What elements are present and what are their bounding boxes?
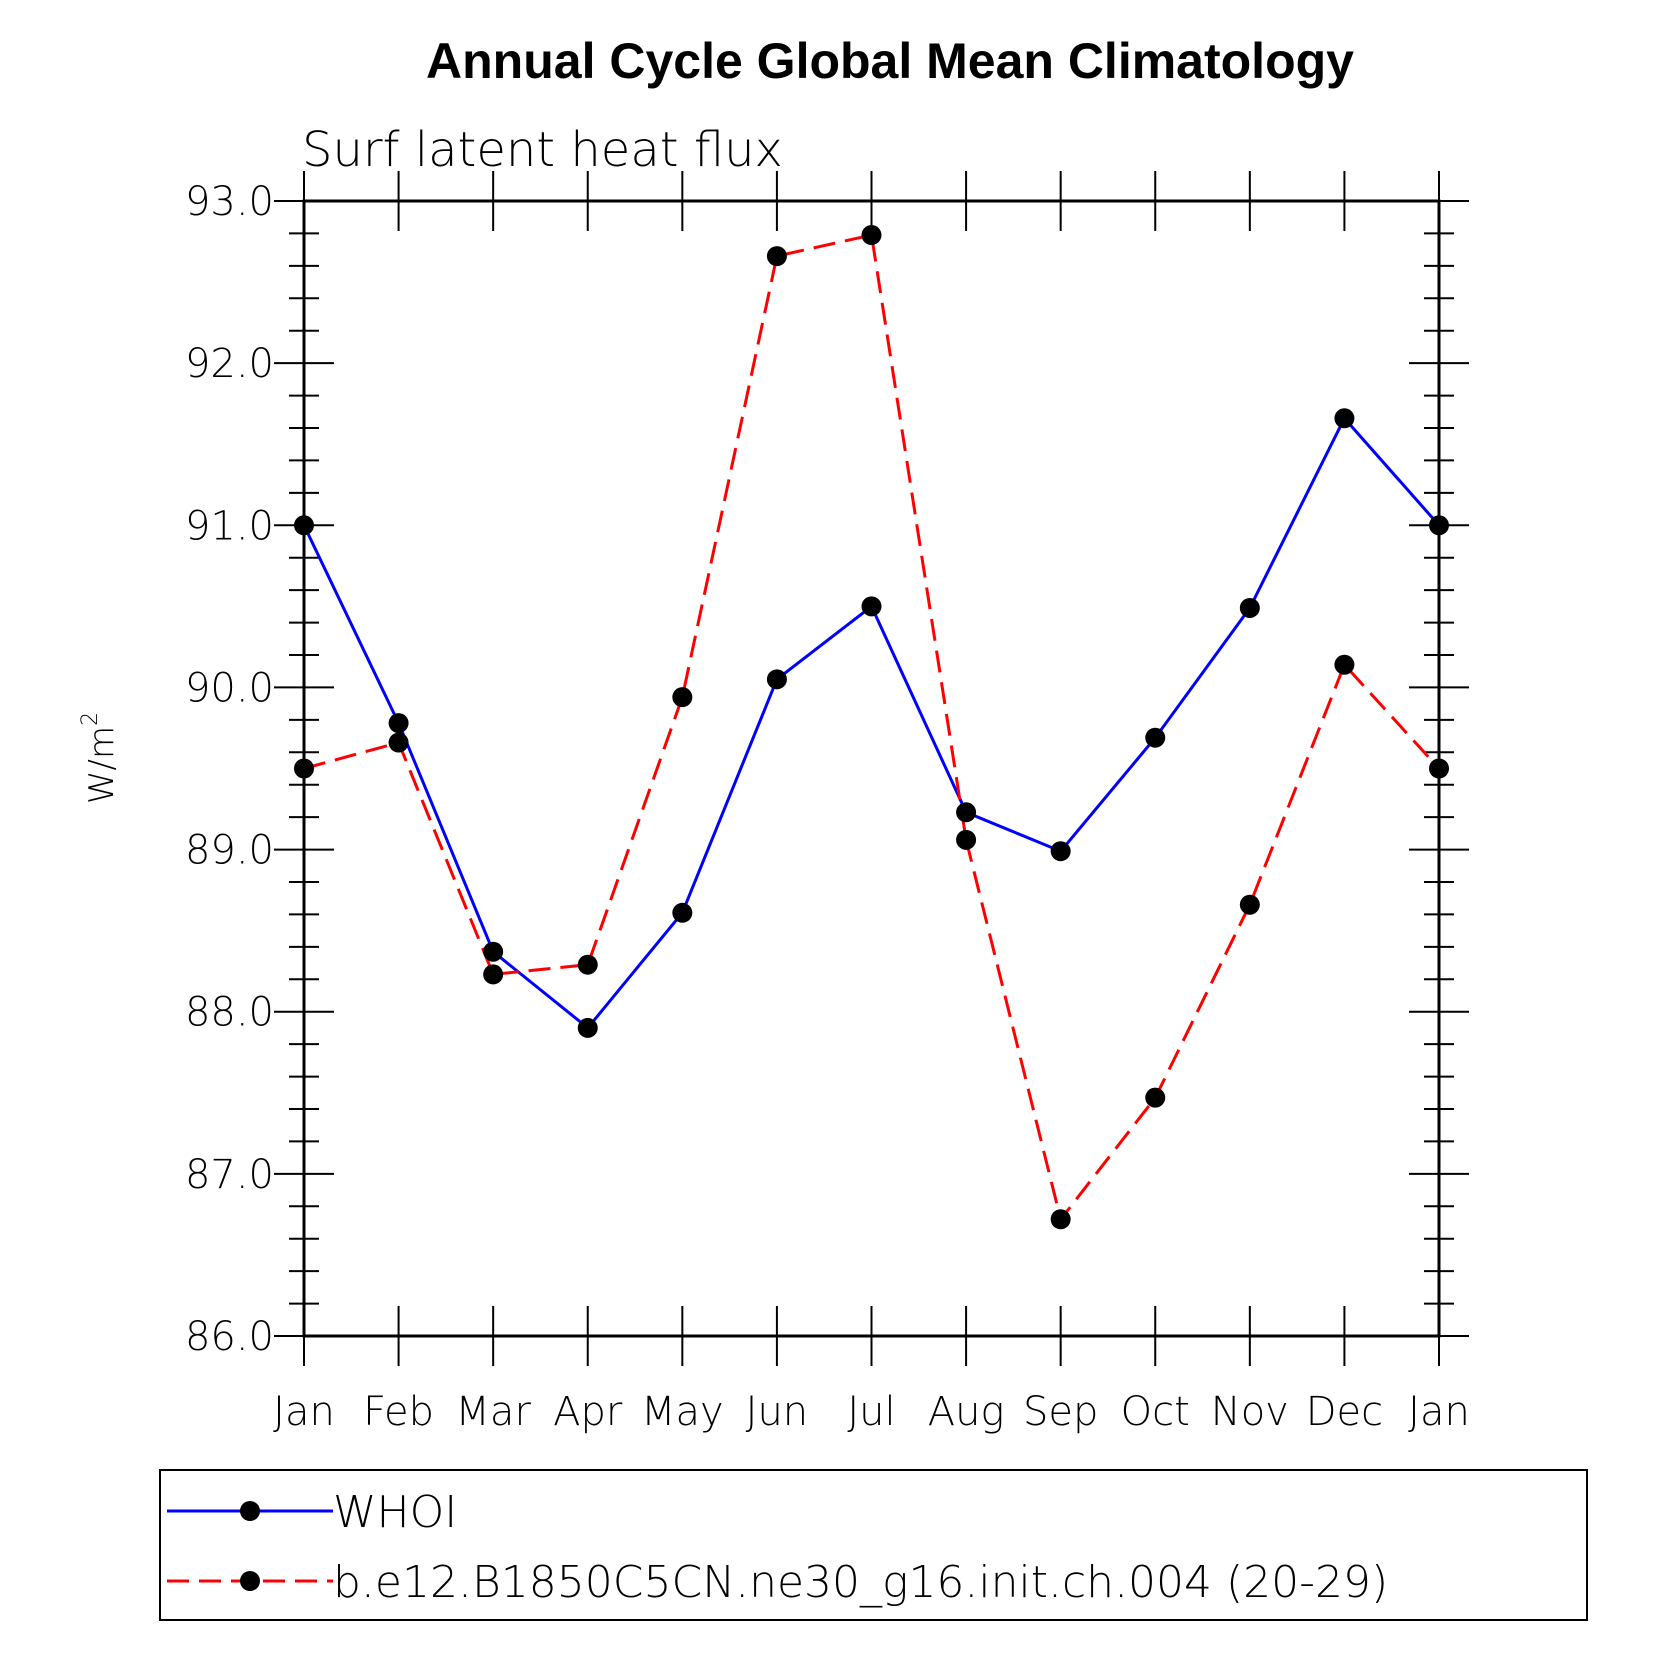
series-0-point xyxy=(1239,597,1260,618)
series-1-point xyxy=(672,687,693,708)
y-tick-labels: 86.0 87.0 88.0 89.0 90.0 91.0 92.0 93.0 xyxy=(185,179,274,1360)
x-tick-label: May xyxy=(641,1389,724,1435)
series-line-1 xyxy=(303,233,1441,1223)
x-tick-label: Mar xyxy=(455,1389,531,1435)
y-axis-label: W/m2 xyxy=(78,712,122,804)
series-1-point xyxy=(861,225,882,246)
x-tick-label: Jun xyxy=(746,1389,809,1435)
legend-label-model: b.e12.B1850C5CN.ne30_g16.init.ch.004 (20… xyxy=(333,1557,1388,1608)
x-tick-label: Jan xyxy=(1408,1389,1470,1435)
x-tick-label: Aug xyxy=(928,1389,1005,1435)
series-1-point xyxy=(388,732,409,753)
y-tick-label: 93.0 xyxy=(185,179,274,225)
x-tick-label: Feb xyxy=(363,1389,434,1435)
y-tick-label: 89.0 xyxy=(185,828,274,874)
y-axis-label-unit: W/m xyxy=(82,726,122,804)
series-0-point xyxy=(483,941,504,962)
series-0-point xyxy=(577,1017,598,1038)
series-0-point xyxy=(861,596,882,617)
series-1-point xyxy=(483,964,504,985)
series-0-point xyxy=(956,802,977,823)
y-tick-label: 87.0 xyxy=(185,1152,274,1198)
plot-area-frame xyxy=(302,199,1441,1338)
series-0-point xyxy=(766,669,787,690)
series-line-0 xyxy=(302,415,1441,1031)
chart-subtitle: Surf latent heat flux xyxy=(302,122,783,178)
series-1-point xyxy=(1050,1209,1071,1230)
chart-title: Annual Cycle Global Mean Climatology xyxy=(426,33,1354,89)
series-1-point xyxy=(1145,1087,1166,1108)
series-0-point xyxy=(1334,408,1355,429)
series-0-point xyxy=(388,713,409,734)
data-series xyxy=(294,225,1449,1230)
series-1-point xyxy=(956,829,977,850)
series-0-point xyxy=(672,902,693,923)
x-tick-label: Oct xyxy=(1121,1389,1190,1435)
x-tick-label: Sep xyxy=(1023,1389,1098,1435)
axis-ticks xyxy=(274,171,1469,1366)
series-0-point xyxy=(1145,727,1166,748)
x-tick-label: Jan xyxy=(273,1389,335,1435)
series-1-point xyxy=(1239,894,1260,915)
y-tick-label: 88.0 xyxy=(185,990,274,1036)
x-tick-labels: Jan Feb Mar Apr May Jun Jul Aug Sep Oct Nov Dec Jan xyxy=(273,1389,1470,1435)
x-tick-label: Dec xyxy=(1306,1389,1383,1435)
legend-box xyxy=(159,1469,1588,1621)
x-tick-label: Apr xyxy=(553,1389,623,1435)
y-tick-label: 91.0 xyxy=(185,503,274,549)
y-axis-label-exponent: 2 xyxy=(78,712,103,726)
y-tick-label: 92.0 xyxy=(185,341,274,387)
x-tick-label: Jul xyxy=(847,1389,895,1435)
series-0-point xyxy=(1050,841,1071,862)
legend-marker-whoi xyxy=(240,1501,260,1521)
y-tick-label: 90.0 xyxy=(185,665,274,711)
y-tick-label: 86.0 xyxy=(185,1314,274,1360)
x-tick-label: Nov xyxy=(1211,1389,1289,1435)
legend-marker-model xyxy=(240,1571,260,1591)
legend: WHOI b.e12.B1850C5CN.ne30_g16.init.ch.00… xyxy=(159,1469,1588,1621)
series-1-point xyxy=(1334,654,1355,675)
legend-label-whoi: WHOI xyxy=(333,1487,457,1538)
series-1-point xyxy=(577,954,598,975)
series-1-point xyxy=(766,246,787,267)
